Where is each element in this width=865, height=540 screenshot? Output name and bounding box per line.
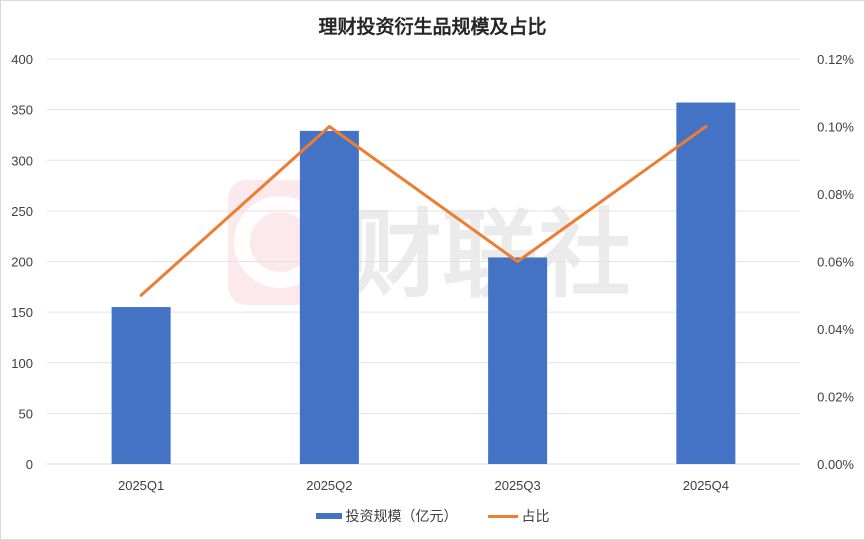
legend-item-line[interactable]: 占比 xyxy=(487,506,550,526)
y-axis-tick-label: 200 xyxy=(11,255,33,270)
y-axis-tick-label: 150 xyxy=(11,305,33,320)
bar-2025Q1[interactable] xyxy=(111,307,171,464)
legend: 投资规模（亿元） 占比 xyxy=(0,506,865,526)
y-axis-tick-label: 250 xyxy=(11,204,33,219)
y2-axis-tick-label: 0.10% xyxy=(817,120,854,135)
legend-bar-label: 投资规模（亿元） xyxy=(345,509,458,525)
legend-line-label: 占比 xyxy=(521,509,550,525)
y2-axis-tick-label: 0.00% xyxy=(817,457,854,472)
y-axis-tick-label: 100 xyxy=(11,356,33,371)
y-axis-tick-label: 400 xyxy=(11,52,33,67)
y2-axis-tick-label: 0.06% xyxy=(817,255,854,270)
x-axis-tick-label: 2025Q3 xyxy=(494,478,540,493)
x-axis-tick-label: 2025Q2 xyxy=(306,478,352,493)
x-axis-tick-label: 2025Q1 xyxy=(118,478,164,493)
y2-axis-tick-label: 0.04% xyxy=(817,322,854,337)
y-axis-tick-label: 300 xyxy=(11,153,33,168)
bar-swatch-icon xyxy=(315,513,342,519)
bar-2025Q3[interactable] xyxy=(488,257,548,464)
y-axis-tick-label: 350 xyxy=(11,103,33,118)
y-axis-tick-label: 0 xyxy=(26,457,33,472)
ratio-line[interactable] xyxy=(139,125,708,297)
chart-title: 理财投资衍生品规模及占比 xyxy=(318,16,547,38)
y2-axis-tick-label: 0.12% xyxy=(817,52,854,67)
y2-axis-tick-label: 0.02% xyxy=(817,390,854,405)
x-axis-tick-label: 2025Q4 xyxy=(683,478,729,493)
bar-2025Q2[interactable] xyxy=(299,130,359,464)
line-swatch-icon xyxy=(487,514,518,518)
y2-axis-tick-label: 0.08% xyxy=(817,187,854,202)
y-axis-tick-label: 50 xyxy=(19,406,33,421)
legend-item-bar[interactable]: 投资规模（亿元） xyxy=(315,506,458,526)
bar-2025Q4[interactable] xyxy=(676,102,736,464)
